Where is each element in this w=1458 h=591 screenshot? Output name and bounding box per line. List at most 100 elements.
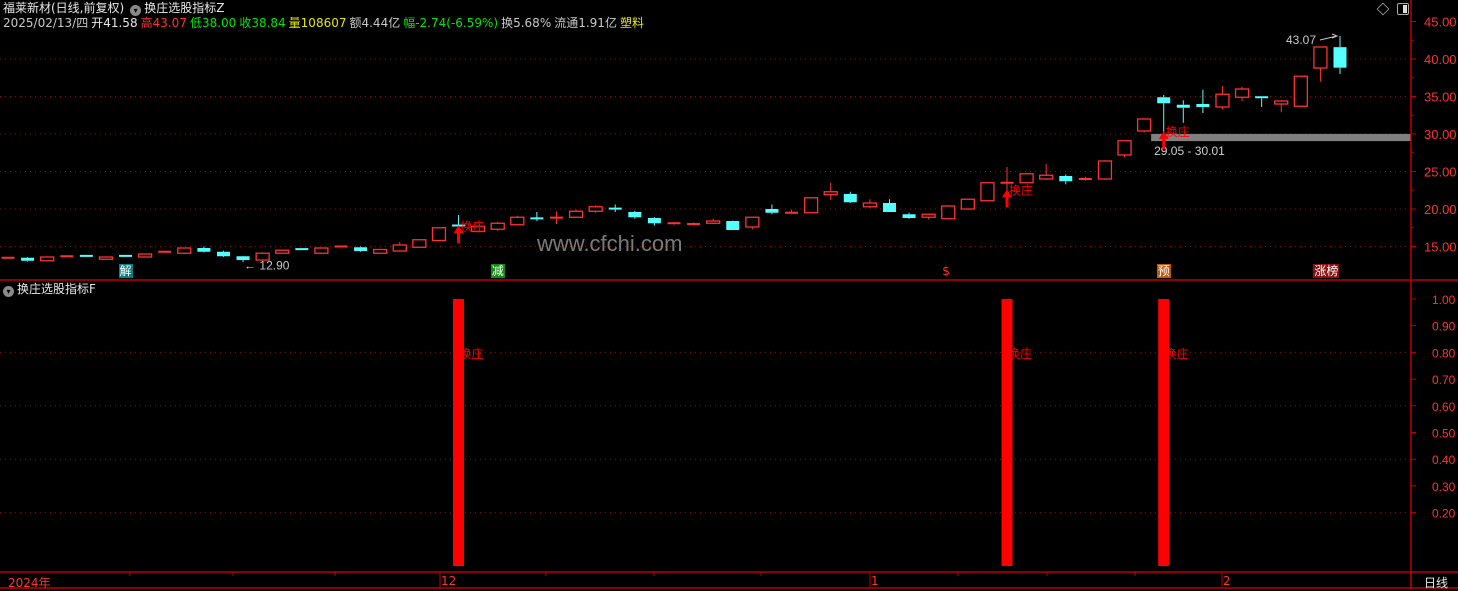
- candlestick[interactable]: [785, 209, 799, 214]
- quote-sector[interactable]: 塑料: [619, 16, 644, 30]
- candlestick[interactable]: [60, 255, 74, 258]
- candlestick[interactable]: [334, 245, 348, 249]
- event-marker[interactable]: 减: [490, 264, 505, 278]
- candlestick[interactable]: [1234, 86, 1250, 101]
- candlestick[interactable]: [1313, 46, 1328, 82]
- candlestick[interactable]: [843, 191, 857, 203]
- candlestick[interactable]: [158, 250, 172, 254]
- candlestick[interactable]: [608, 204, 622, 213]
- candlestick[interactable]: [960, 198, 975, 210]
- candle-body: [1196, 104, 1210, 107]
- candlestick[interactable]: [490, 221, 505, 231]
- candlestick[interactable]: [1097, 160, 1113, 180]
- candlestick[interactable]: [412, 239, 427, 248]
- time-label-dec: 12: [441, 574, 457, 588]
- candlestick[interactable]: [1136, 118, 1152, 133]
- candle-body: [1117, 140, 1132, 156]
- candlestick[interactable]: [1215, 86, 1230, 110]
- candlestick[interactable]: [726, 220, 740, 230]
- candlestick[interactable]: [667, 221, 681, 226]
- candlestick[interactable]: [862, 199, 878, 209]
- candlestick[interactable]: [1255, 96, 1269, 107]
- candlestick[interactable]: [1274, 100, 1289, 113]
- candlestick[interactable]: [941, 205, 956, 220]
- candlestick[interactable]: [549, 211, 563, 224]
- lower-indicator-name[interactable]: 换庄选股指标F: [17, 282, 96, 296]
- candlestick[interactable]: [98, 256, 114, 260]
- candle-body: [921, 213, 936, 218]
- candlestick[interactable]: [530, 212, 544, 221]
- candlestick[interactable]: [431, 227, 447, 242]
- candle-body: [1078, 178, 1092, 180]
- event-marker[interactable]: 涨榜: [1313, 264, 1340, 278]
- event-marker[interactable]: $: [942, 264, 950, 278]
- candle-body: [803, 197, 819, 214]
- candlestick[interactable]: [21, 257, 35, 262]
- candlestick[interactable]: [197, 246, 211, 253]
- candlestick[interactable]: [1019, 173, 1034, 184]
- candlestick[interactable]: [373, 248, 388, 254]
- price-tick-label: 40.00: [1424, 52, 1457, 67]
- period-button[interactable]: 日线: [1424, 576, 1449, 590]
- candlestick[interactable]: [882, 199, 896, 212]
- chevron-down-icon[interactable]: ▾: [130, 5, 142, 16]
- candlestick[interactable]: [40, 256, 55, 262]
- chevron-down-icon[interactable]: ▾: [3, 286, 14, 297]
- candle-body: [667, 222, 681, 225]
- candlestick[interactable]: [1039, 164, 1054, 180]
- candle-body: [470, 225, 486, 233]
- candlestick[interactable]: [236, 255, 250, 263]
- candlestick[interactable]: [588, 205, 603, 213]
- candlestick[interactable]: [216, 250, 230, 257]
- candlestick[interactable]: [1176, 100, 1190, 123]
- candlestick[interactable]: [1, 256, 15, 259]
- signal-bar[interactable]: [1001, 299, 1013, 566]
- signal-bar[interactable]: [453, 299, 465, 566]
- candlestick[interactable]: [1333, 35, 1347, 74]
- candlestick[interactable]: [1117, 140, 1132, 158]
- indicator-name[interactable]: 换庄选股指标Z: [144, 1, 225, 15]
- candlestick[interactable]: [295, 248, 309, 251]
- time-label-2024: 2024年: [8, 576, 51, 590]
- event-marker[interactable]: 预: [1156, 264, 1171, 278]
- candlestick[interactable]: [1059, 174, 1073, 185]
- candlestick[interactable]: [745, 216, 760, 230]
- candlestick[interactable]: [392, 242, 407, 252]
- candlestick[interactable]: [510, 215, 525, 226]
- candlestick[interactable]: [823, 182, 838, 200]
- candlestick[interactable]: [275, 249, 290, 254]
- candlestick[interactable]: [1078, 176, 1092, 181]
- candlestick[interactable]: [470, 225, 486, 233]
- candlestick[interactable]: [1293, 75, 1308, 107]
- candlestick[interactable]: [706, 218, 721, 224]
- candlestick[interactable]: [79, 254, 93, 257]
- candlestick[interactable]: [354, 246, 368, 252]
- candlestick[interactable]: [902, 212, 916, 219]
- panel-toggle-icon[interactable]: [1397, 3, 1409, 15]
- candlestick[interactable]: [628, 210, 642, 219]
- candle-body: [354, 247, 368, 251]
- quote-close: 收38.84: [239, 16, 286, 30]
- candlestick[interactable]: [137, 253, 153, 258]
- event-marker[interactable]: 解: [118, 264, 133, 278]
- signal-bar[interactable]: [1158, 299, 1170, 566]
- candlestick[interactable]: [921, 213, 936, 220]
- candlestick[interactable]: [119, 254, 133, 257]
- candlestick[interactable]: [568, 209, 584, 218]
- candle-body: [119, 254, 133, 257]
- candlestick[interactable]: [255, 252, 270, 261]
- candlestick[interactable]: [314, 247, 329, 254]
- candlestick[interactable]: [687, 222, 701, 226]
- candlestick[interactable]: [803, 197, 819, 214]
- candlestick[interactable]: [647, 217, 661, 226]
- candlestick[interactable]: [1196, 89, 1210, 113]
- candlestick[interactable]: [177, 247, 192, 254]
- lower-panel-title-row: ▾ 换庄选股指标F: [3, 282, 99, 297]
- stock-title: 福莱新材(日线,前复权): [3, 1, 125, 15]
- value-tick-label: 0.60: [1432, 400, 1456, 414]
- candle-body: [392, 244, 407, 252]
- candlestick[interactable]: [765, 204, 779, 215]
- candlestick[interactable]: [980, 182, 995, 202]
- candle-body: [275, 249, 290, 254]
